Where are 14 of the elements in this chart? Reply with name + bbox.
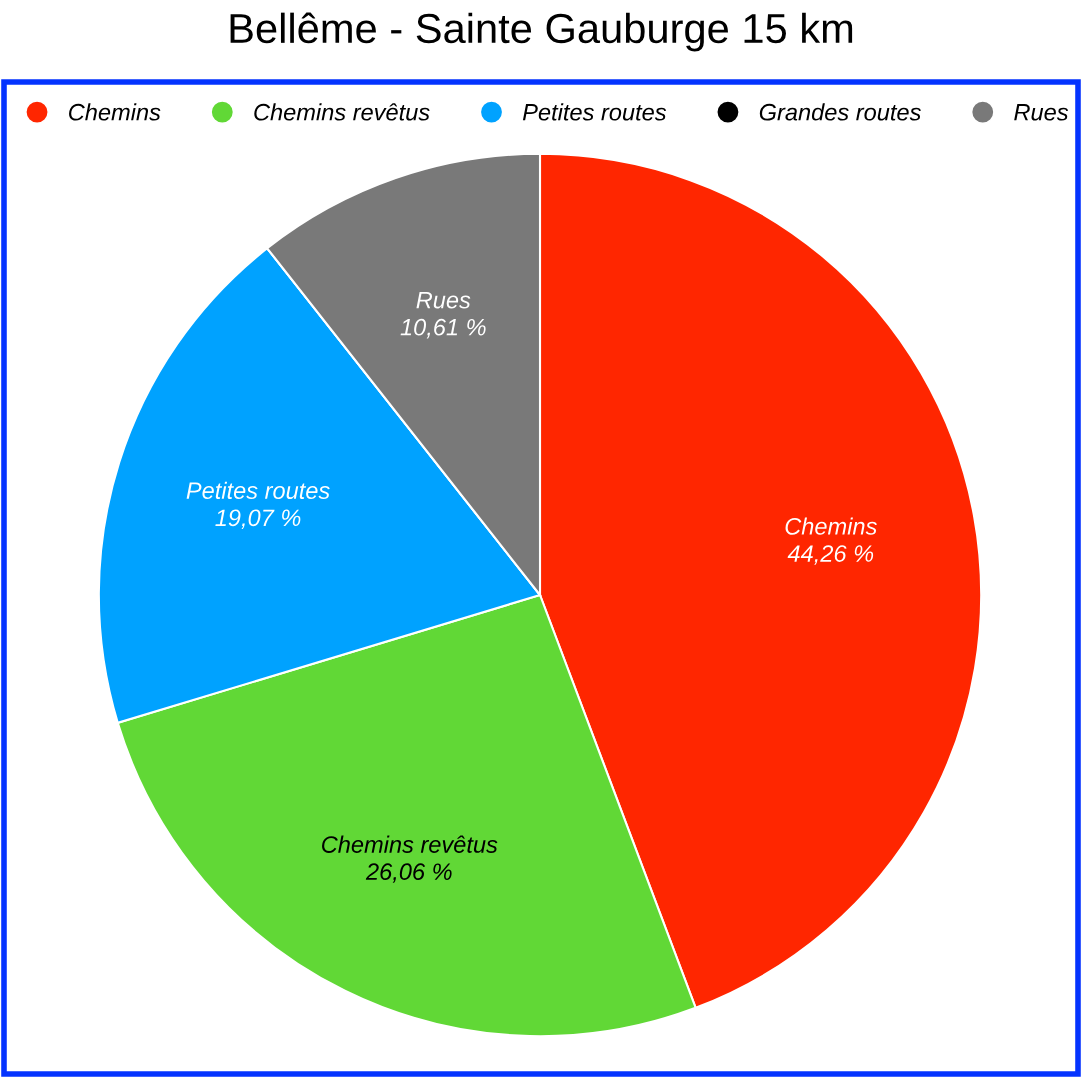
data-label: 19,07 % (215, 509, 301, 529)
legend-label: Rues (1014, 104, 1069, 121)
legend-label: Chemins (69, 103, 161, 121)
chart-title: Bellême - Sainte Gauburge 15 km (230, 12, 853, 52)
slice-label: Rues (416, 291, 471, 309)
data-label: 44,26 % (787, 545, 874, 565)
slice-label: Chemins revêtus (322, 835, 498, 853)
legend-label: Petites routes (522, 103, 667, 121)
slice-label: Chemins (785, 517, 877, 535)
slice-label: Petites routes (186, 481, 330, 499)
data-label: 26,06 % (365, 863, 452, 883)
data-label: 10,61 % (400, 318, 486, 339)
legend-label: Grandes routes (759, 103, 921, 121)
legend-label: Chemins revêtus (254, 103, 430, 121)
